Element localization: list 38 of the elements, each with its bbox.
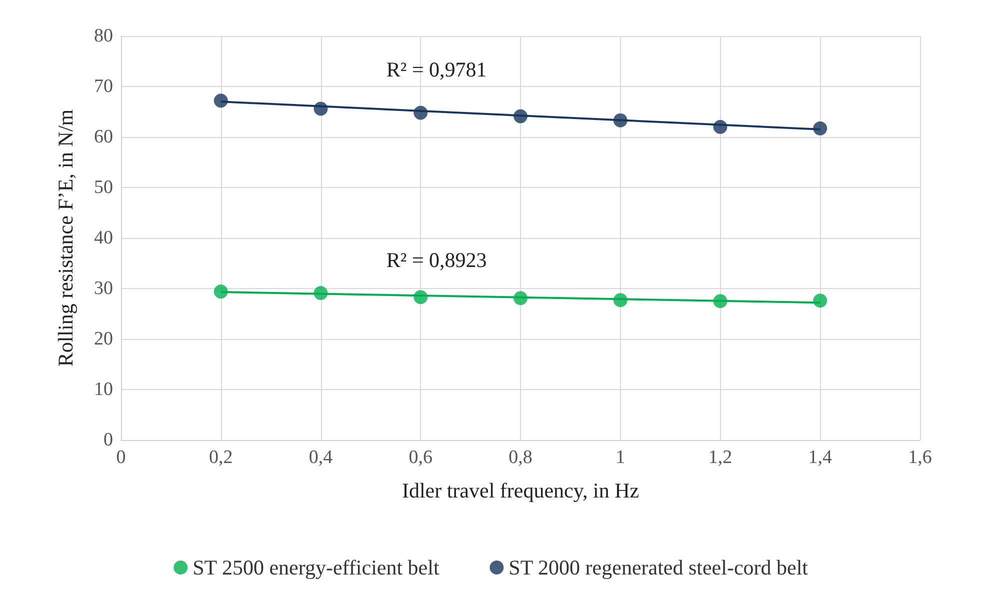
x-tick-label: 1 — [616, 447, 626, 468]
point — [613, 293, 628, 308]
point — [713, 294, 728, 308]
point — [314, 102, 328, 116]
point — [214, 284, 228, 299]
point — [414, 106, 428, 120]
point — [813, 121, 828, 136]
legend-label: ST 2500 energy-efficient belt — [192, 556, 440, 580]
point — [613, 113, 628, 128]
legend-label: ST 2000 regenerated steel-cord belt — [508, 556, 808, 580]
x-tick-label: 0,2 — [209, 447, 233, 468]
point — [813, 294, 828, 308]
x-tick-label: 1,2 — [708, 447, 732, 468]
x-tick-label: 0,4 — [308, 447, 334, 468]
y-tick-label: 10 — [94, 379, 113, 400]
y-tick-label: 60 — [94, 126, 113, 148]
point — [214, 94, 228, 108]
y-tick-label: 20 — [94, 328, 113, 350]
x-axis-title: Idler travel frequency, in Hz — [402, 478, 640, 502]
y-tick-label: 40 — [94, 228, 113, 248]
point — [514, 109, 528, 124]
y-tick-label: 70 — [94, 76, 113, 97]
annotation: R² = 0,8923 — [386, 248, 487, 272]
point — [514, 291, 528, 306]
x-tick-label: 1,4 — [808, 447, 832, 468]
x-tick-label: 0,8 — [508, 447, 532, 468]
x-tick-label: 1,6 — [908, 447, 932, 468]
y-tick-label: 50 — [94, 177, 113, 198]
point — [713, 120, 728, 134]
y-axis-title: Rolling resistance F’E, in N/m — [54, 109, 78, 367]
y-tick-label: 30 — [94, 278, 113, 299]
annotation: R² = 0,9781 — [386, 58, 487, 82]
x-tick-label: 0,6 — [408, 447, 432, 468]
y-tick-label: 0 — [104, 430, 113, 450]
y-tick-label: 80 — [94, 26, 113, 46]
x-tick-label: 0 — [116, 447, 126, 468]
point — [414, 290, 428, 304]
point — [314, 286, 328, 300]
